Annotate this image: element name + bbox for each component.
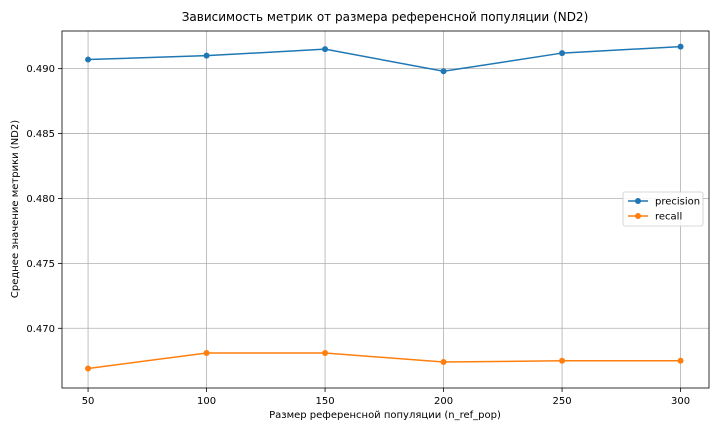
legend-marker (635, 198, 641, 204)
x-tick-label: 100 (197, 396, 216, 407)
legend-item-recall: recall (628, 212, 682, 223)
x-axis-label: Размер референсной популяции (n_ref_pop) (269, 410, 501, 421)
x-tick-label: 50 (82, 396, 95, 407)
y-tick-label: 0.485 (26, 129, 55, 140)
legend: precision recall (622, 191, 704, 227)
y-tick-label: 0.480 (26, 194, 55, 205)
x-tick-label: 250 (553, 396, 572, 407)
y-tick-label: 0.470 (26, 324, 55, 335)
series-line-recall (87, 352, 681, 370)
series-lines (85, 43, 684, 372)
plot-frame (61, 30, 710, 389)
chart-title: Зависимость метрик от размера референсно… (182, 10, 589, 24)
data-point-recall (559, 357, 566, 364)
data-point-precision (85, 56, 92, 63)
data-point-precision (203, 52, 210, 59)
data-point-precision (322, 46, 329, 53)
legend-marker (635, 213, 641, 219)
data-point-recall (85, 365, 92, 372)
legend-label: precision (655, 197, 700, 208)
y-tick-label: 0.475 (26, 259, 55, 270)
y-tick-label: 0.490 (26, 64, 55, 75)
legend-item-precision: precision (628, 197, 700, 208)
x-tick-label: 150 (316, 396, 335, 407)
axes: 50 100 150 200 250 300 0.470 0.475 0.480 0.485 0.4… (26, 30, 710, 407)
data-point-precision (559, 50, 566, 57)
x-tick-label: 300 (671, 396, 690, 407)
x-tick-label: 200 (434, 396, 453, 407)
data-point-recall (322, 349, 329, 356)
series-line-precision (88, 45, 681, 73)
data-point-precision (440, 68, 447, 75)
data-point-recall (677, 357, 684, 364)
y-axis-label: Среднее значение метрики (ND2) (10, 120, 21, 298)
data-point-precision (677, 43, 684, 50)
legend-label: recall (655, 212, 682, 223)
series-precision (85, 43, 684, 75)
series-recall (85, 349, 684, 372)
data-point-recall (203, 349, 210, 356)
data-point-recall (440, 359, 447, 366)
